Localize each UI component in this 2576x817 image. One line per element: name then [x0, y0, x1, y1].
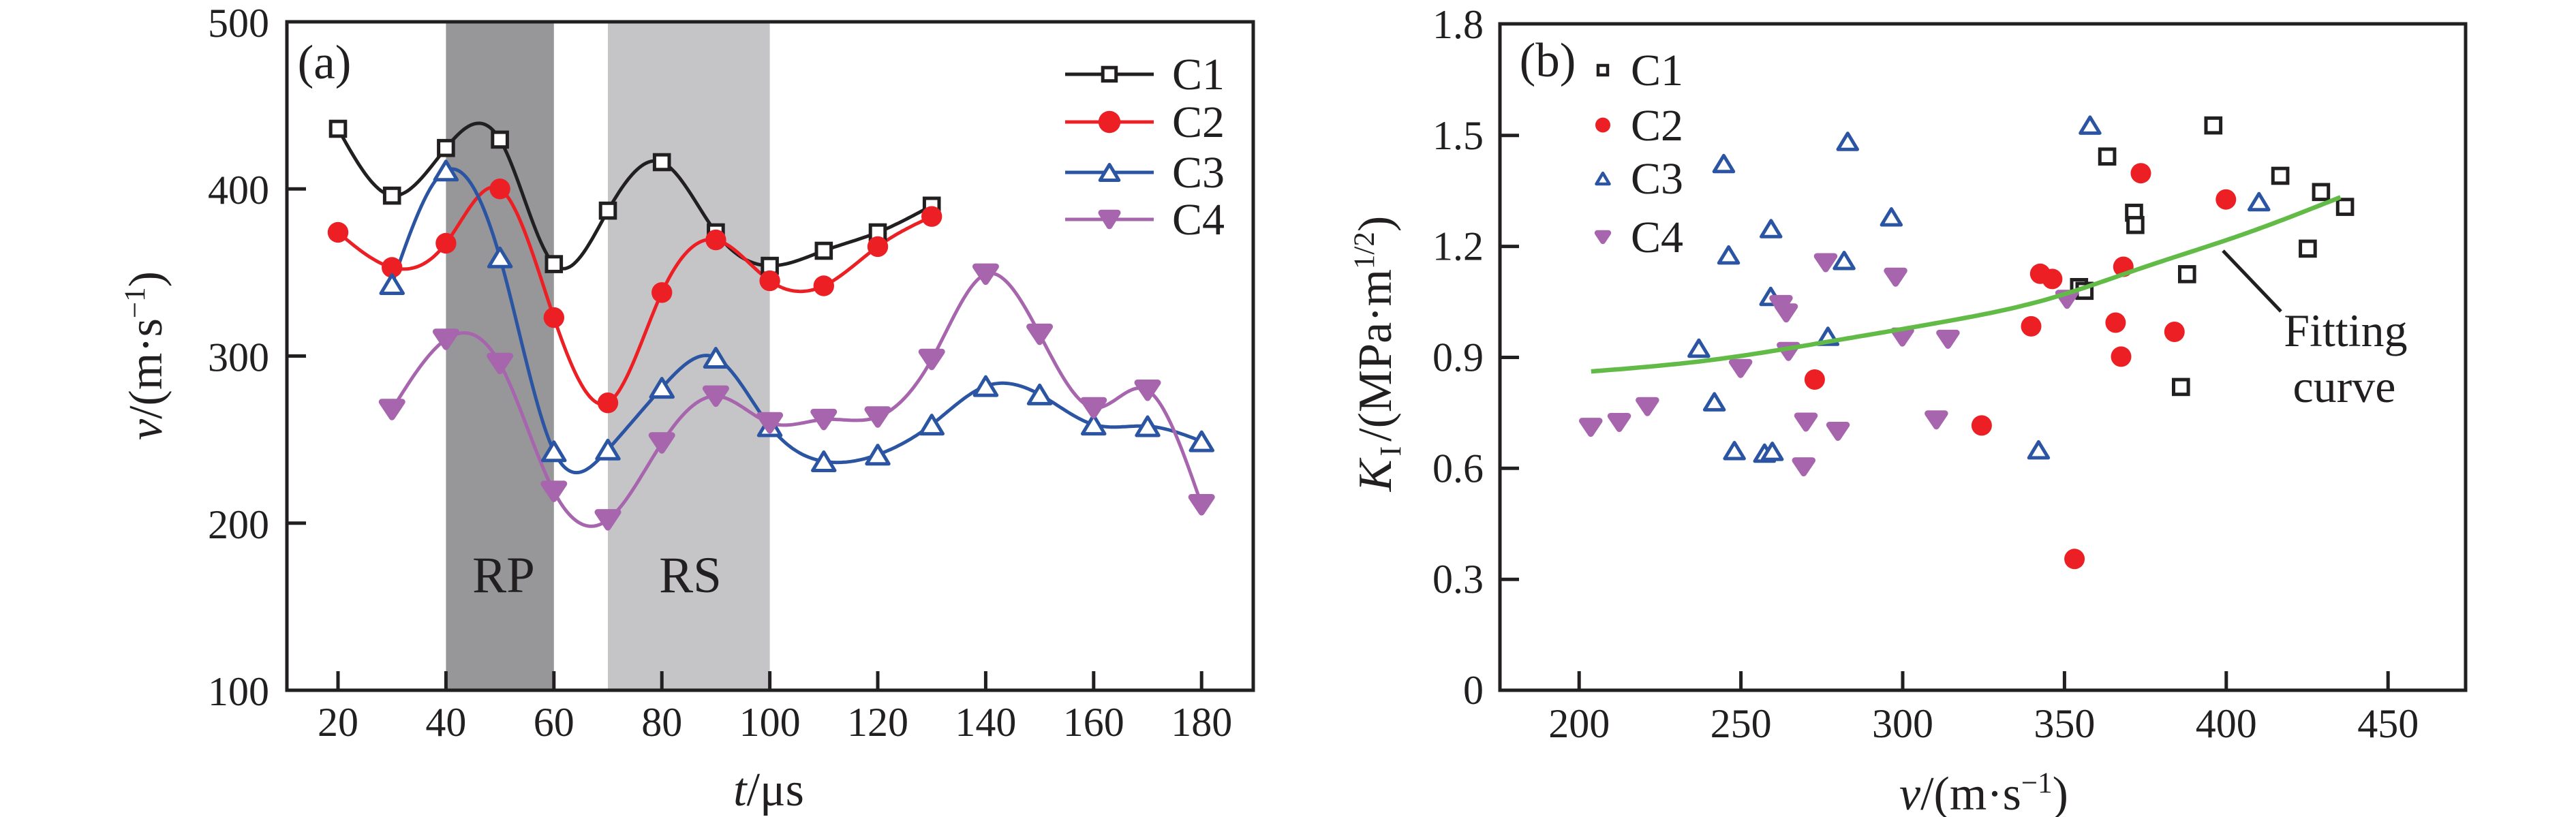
svg-text:500: 500 [208, 1, 269, 46]
svg-text:t/μs: t/μs [733, 764, 804, 816]
svg-text:160: 160 [1063, 700, 1124, 745]
svg-text:C2: C2 [1172, 97, 1225, 147]
svg-text:C2: C2 [1631, 101, 1683, 151]
svg-text:0.6: 0.6 [1432, 446, 1484, 491]
svg-text:200: 200 [208, 502, 269, 547]
svg-text:40: 40 [425, 700, 466, 745]
svg-text:80: 80 [641, 700, 682, 745]
svg-text:curve: curve [2293, 360, 2395, 412]
svg-text:300: 300 [208, 335, 269, 380]
svg-text:200: 200 [1548, 701, 1610, 746]
svg-text:v/(m·s−1): v/(m·s−1) [119, 271, 172, 440]
svg-text:0.9: 0.9 [1432, 335, 1484, 380]
svg-text:400: 400 [2196, 701, 2257, 746]
svg-text:RS: RS [659, 547, 722, 604]
svg-text:300: 300 [1872, 701, 1933, 746]
svg-text:v/(m·s−1): v/(m·s−1) [1899, 767, 2068, 817]
svg-text:1.8: 1.8 [1432, 2, 1484, 47]
svg-text:60: 60 [534, 700, 574, 745]
svg-text:450: 450 [2357, 701, 2419, 746]
svg-text:1.2: 1.2 [1432, 224, 1484, 269]
svg-text:180: 180 [1171, 700, 1232, 745]
svg-text:350: 350 [2034, 701, 2095, 746]
svg-text:400: 400 [208, 168, 269, 213]
svg-text:Fitting: Fitting [2284, 305, 2407, 356]
svg-text:20: 20 [318, 700, 358, 745]
svg-text:C4: C4 [1172, 195, 1225, 245]
svg-text:C4: C4 [1631, 213, 1683, 262]
svg-text:(a): (a) [298, 36, 352, 89]
svg-text:C1: C1 [1172, 50, 1225, 99]
svg-text:1.5: 1.5 [1432, 113, 1484, 158]
svg-text:250: 250 [1711, 701, 1772, 746]
svg-text:C1: C1 [1631, 46, 1683, 95]
svg-text:100: 100 [739, 700, 801, 745]
svg-text:KI/(MPa·m1/2): KI/(MPa·m1/2) [1349, 216, 1407, 492]
svg-text:(b): (b) [1520, 34, 1576, 87]
svg-text:C3: C3 [1172, 148, 1225, 198]
svg-text:RP: RP [472, 547, 535, 604]
svg-text:0.3: 0.3 [1432, 557, 1484, 602]
svg-text:120: 120 [847, 700, 908, 745]
svg-text:140: 140 [955, 700, 1016, 745]
svg-text:0: 0 [1463, 668, 1484, 713]
svg-text:100: 100 [208, 669, 269, 714]
svg-text:C3: C3 [1631, 154, 1683, 204]
